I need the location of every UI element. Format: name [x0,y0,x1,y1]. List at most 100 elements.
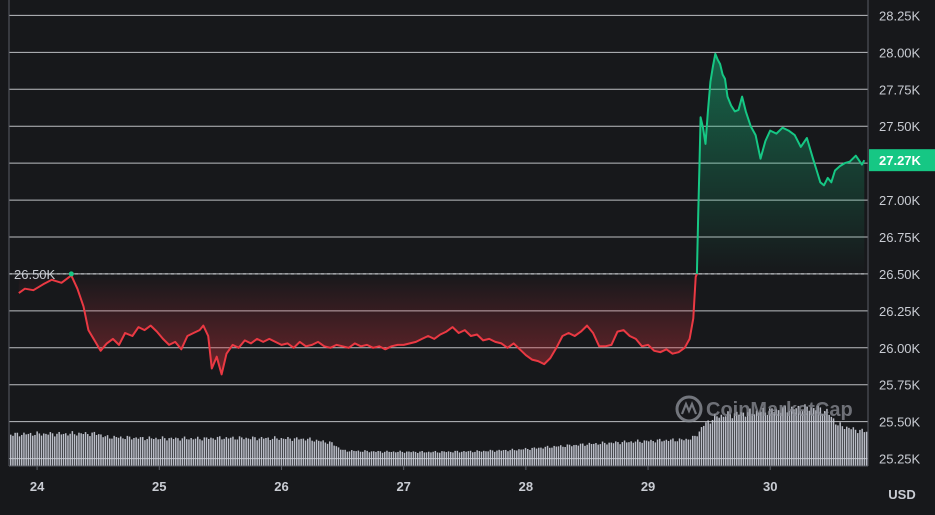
volume-bar [841,426,844,466]
volume-bar [544,446,547,466]
volume-bar [194,438,197,466]
volume-bar [566,444,569,466]
volume-bar [694,435,696,466]
volume-bar [65,433,67,466]
volume-bar [804,404,806,466]
coinmarketcap-watermark: CoinMarketCap [675,395,853,423]
volume-bar [505,449,507,466]
volume-bar [432,451,434,466]
volume-bar [14,432,16,466]
volume-bar [414,451,417,466]
volume-bar [848,427,850,466]
volume-bar [626,442,628,466]
volume-bar [379,451,382,466]
x-tick-label: 28 [519,479,533,494]
baseline-marker [68,271,74,277]
price-area-fill [18,53,865,375]
volume-bar [562,446,564,466]
x-tick-label: 26 [274,479,288,494]
volume-bar [788,410,791,466]
volume-bar [309,437,311,466]
volume-bar [331,442,333,466]
volume-bar [386,450,388,466]
volume-bar [573,445,575,466]
volume-bar [406,451,408,466]
volume-bar [412,451,415,466]
volume-bar [718,417,720,466]
volume-bar [700,427,703,466]
volume-bar [727,411,729,466]
volume-bar [520,449,522,466]
y-tick-label: 25.25K [879,452,921,467]
volume-bar [381,452,384,466]
volume-bar [588,442,591,466]
volume-bar [179,440,181,466]
volume-bar [511,448,514,466]
y-tick-label: 25.75K [879,378,921,393]
volume-bar [186,439,188,466]
volume-bar [329,441,331,466]
volume-bar [313,441,316,466]
volume-bar [153,439,155,466]
volume-bar [795,408,797,466]
volume-bar [311,440,313,466]
volume-bar [131,439,133,466]
volume-bar [254,437,256,466]
volume-bar [45,433,47,466]
volume-bar [304,440,307,466]
volume-bar [362,451,364,466]
volume-bar [643,440,646,466]
volume-bar [348,451,351,466]
volume-bar [494,451,496,466]
volume-bar [434,450,437,466]
volume-bar [69,433,71,466]
volume-bar [456,450,459,466]
y-tick-label: 25.50K [879,415,921,430]
y-tick-label: 26.00K [879,341,921,356]
volume-bar [51,433,54,466]
volume-bar [665,439,668,466]
volume-bar [593,443,595,466]
volume-bar [672,438,674,466]
volume-bar [82,434,85,466]
volume-bar [25,434,27,466]
volume-bar [291,440,294,466]
volume-bar [56,433,58,466]
volume-bar [720,414,723,466]
volume-bar [243,439,245,466]
volume-bar [692,435,694,466]
volume-bar [652,441,654,466]
volume-bar [445,452,448,466]
volume-bar [43,433,45,466]
volume-bar [632,442,635,466]
volume-bar [716,416,718,466]
volume-bar [73,434,76,466]
volume-bar [810,407,813,466]
volume-bar [397,451,399,466]
volume-bar [865,431,868,466]
volume-bar [628,442,630,466]
volume-bar [740,412,742,466]
volume-bar [553,445,555,466]
volume-bar [263,438,265,466]
volume-bar [210,437,212,466]
volume-bar [469,450,472,466]
volume-bar [192,439,195,466]
volume-bar [421,450,423,466]
volume-bar [683,440,685,466]
volume-bar [100,434,102,466]
volume-bar [190,438,192,466]
currency-label[interactable]: USD [888,487,915,502]
volume-bar [18,436,21,466]
volume-bar [758,412,760,466]
volume-bar [333,445,335,466]
volume-bar [753,414,756,466]
volume-bar [410,452,412,466]
volume-bar [830,416,833,466]
volume-bar [91,432,93,466]
volume-bar [709,423,712,466]
volume-bar [597,444,599,466]
price-labels: 26.50K 27.27K [14,149,935,282]
volume-bar [135,437,137,466]
